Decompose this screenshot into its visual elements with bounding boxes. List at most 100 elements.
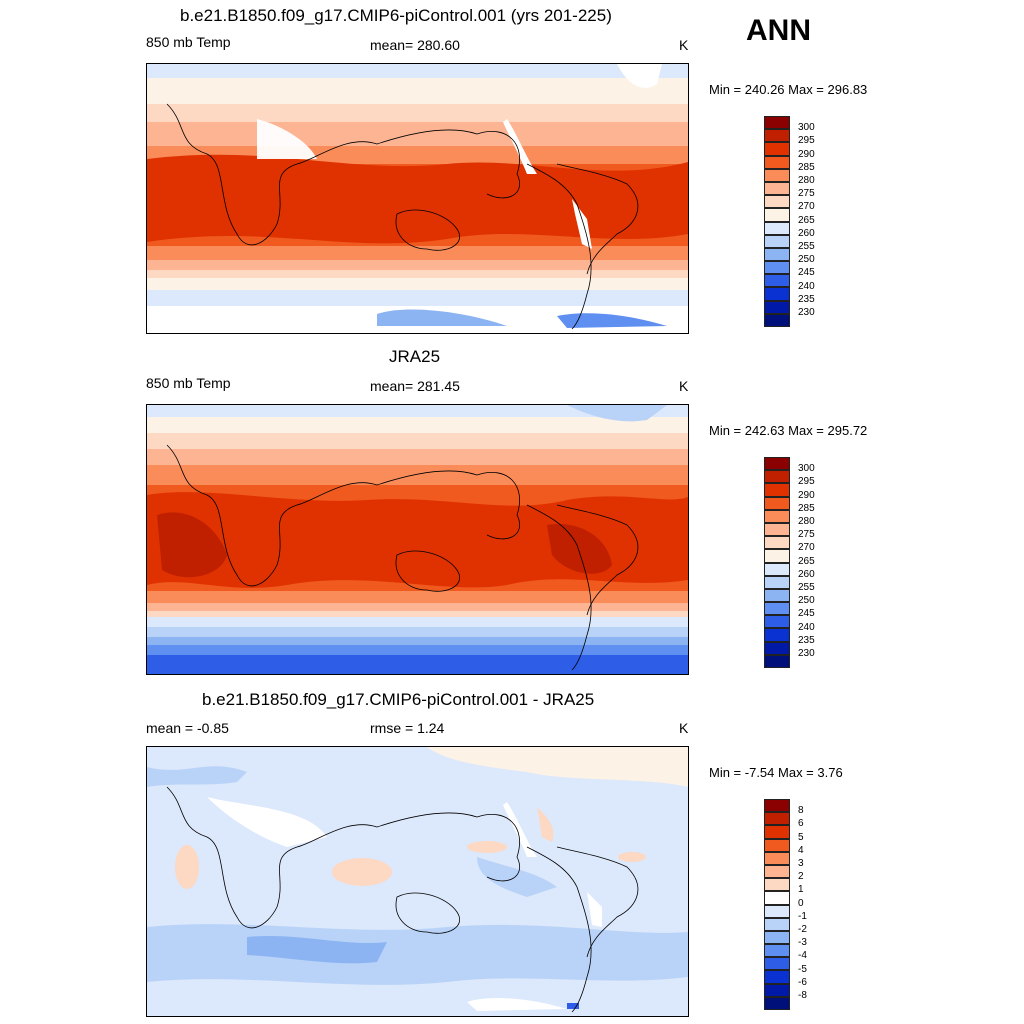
colorbar-box (764, 116, 790, 130)
panel-1-map (146, 63, 689, 334)
colorbar-box (764, 562, 790, 576)
colorbar-box (764, 641, 790, 655)
colorbar-box (764, 483, 790, 497)
colorbar-box (764, 864, 790, 879)
colorbar-box (764, 168, 790, 182)
panel-1-mean-label: mean= 280.60 (370, 37, 460, 53)
colorbar-box (764, 509, 790, 523)
colorbar-tick-label: -5 (798, 963, 807, 975)
colorbar-tick-label: 260 (798, 568, 815, 580)
colorbar-box (764, 983, 790, 997)
colorbar-box (764, 129, 790, 143)
colorbar-box (764, 287, 790, 301)
panel-2-variable-label: 850 mb Temp (146, 375, 231, 391)
colorbar-tick-label: 265 (798, 555, 815, 567)
colorbar-box (764, 549, 790, 563)
colorbar-tick-label: 265 (798, 214, 815, 226)
colorbar-tick-label: 3 (798, 858, 804, 869)
colorbar-tick-label: 285 (798, 502, 815, 514)
colorbar-box (764, 878, 790, 892)
colorbar-tick-label: 280 (798, 516, 815, 527)
colorbar-tick-label: 230 (798, 307, 815, 318)
panel-1-colorbar-boxes (764, 116, 790, 327)
colorbar-tick-label: 240 (798, 621, 815, 633)
colorbar-box (764, 944, 790, 958)
colorbar-tick-label: 1 (798, 884, 804, 896)
colorbar-tick-label: 4 (798, 844, 804, 856)
colorbar-box (764, 812, 790, 826)
colorbar-box (764, 247, 790, 262)
colorbar-tick-label: -8 (798, 990, 807, 1001)
colorbar-box (764, 234, 790, 248)
colorbar-box (764, 261, 790, 275)
colorbar-tick-label: 295 (798, 476, 815, 488)
colorbar-box (764, 313, 790, 327)
colorbar-tick-label: 6 (798, 818, 804, 830)
colorbar-tick-label: 260 (798, 227, 815, 239)
colorbar-box (764, 602, 790, 616)
colorbar-box (764, 496, 790, 510)
panel-2-units: K (679, 378, 689, 394)
colorbar-box (764, 799, 790, 813)
colorbar-box (764, 522, 790, 537)
panel-2-colorbar-boxes (764, 457, 790, 668)
colorbar-box (764, 996, 790, 1010)
colorbar-tick-label: 245 (798, 267, 815, 279)
colorbar-tick-label: 240 (798, 280, 815, 292)
colorbar-box (764, 208, 790, 222)
colorbar-box (764, 142, 790, 156)
colorbar-tick-label: 255 (798, 241, 815, 252)
colorbar-tick-label: 270 (798, 542, 815, 554)
colorbar-tick-label: 250 (798, 595, 815, 607)
panel-2-minmax: Min = 242.63 Max = 295.72 (709, 423, 868, 438)
colorbar-tick-label: 245 (798, 608, 815, 620)
colorbar-box (764, 628, 790, 642)
colorbar-box (764, 588, 790, 603)
colorbar-box (764, 195, 790, 209)
panel-2-mean-label: mean= 281.45 (370, 378, 460, 394)
colorbar-tick-label: 270 (798, 201, 815, 213)
colorbar-box (764, 930, 790, 945)
season-label: ANN (746, 14, 811, 47)
colorbar-box (764, 851, 790, 865)
colorbar-box (764, 904, 790, 918)
colorbar-tick-label: 0 (798, 897, 804, 909)
panel-2-map (146, 404, 689, 675)
colorbar-box (764, 300, 790, 314)
colorbar-tick-label: 2 (798, 871, 804, 883)
panel-3-rmse-label: rmse = 1.24 (370, 720, 445, 736)
colorbar-box (764, 274, 790, 288)
panel-1-title: b.e21.B1850.f09_g17.CMIP6-piControl.001 … (180, 6, 612, 25)
colorbar-tick-label: 8 (798, 805, 804, 817)
colorbar-box (764, 917, 790, 931)
colorbar-tick-label: 295 (798, 135, 815, 147)
colorbar-box (764, 457, 790, 471)
colorbar-tick-label: 5 (798, 831, 804, 843)
colorbar-tick-label: 235 (798, 293, 815, 305)
colorbar-tick-label: 250 (798, 254, 815, 266)
colorbar-box (764, 575, 790, 589)
panel-2-title: JRA25 (389, 347, 441, 366)
colorbar-box (764, 957, 790, 971)
panel-3-colorbar-boxes (764, 799, 790, 1010)
colorbar-box (764, 536, 790, 550)
panel-3-title: b.e21.B1850.f09_g17.CMIP6-piControl.001 … (202, 690, 595, 709)
colorbar-tick-label: 235 (798, 634, 815, 646)
colorbar-tick-label: 285 (798, 161, 815, 173)
colorbar-tick-label: 275 (798, 188, 815, 200)
colorbar-tick-label: -3 (798, 937, 807, 949)
colorbar-box (764, 221, 790, 235)
colorbar-box (764, 825, 790, 839)
colorbar-box (764, 155, 790, 169)
colorbar-box (764, 891, 790, 905)
colorbar-box (764, 970, 790, 984)
panel-3-minmax: Min = -7.54 Max = 3.76 (709, 765, 843, 780)
panel-1-variable-label: 850 mb Temp (146, 34, 231, 50)
colorbar-tick-label: 290 (798, 489, 815, 501)
colorbar-tick-label: 290 (798, 148, 815, 160)
colorbar-tick-label: 280 (798, 175, 815, 186)
panel-1-minmax: Min = 240.26 Max = 296.83 (709, 82, 868, 97)
colorbar-tick-label: -2 (798, 924, 807, 935)
colorbar-tick-label: 255 (798, 582, 815, 593)
panel-1-units: K (679, 37, 689, 53)
